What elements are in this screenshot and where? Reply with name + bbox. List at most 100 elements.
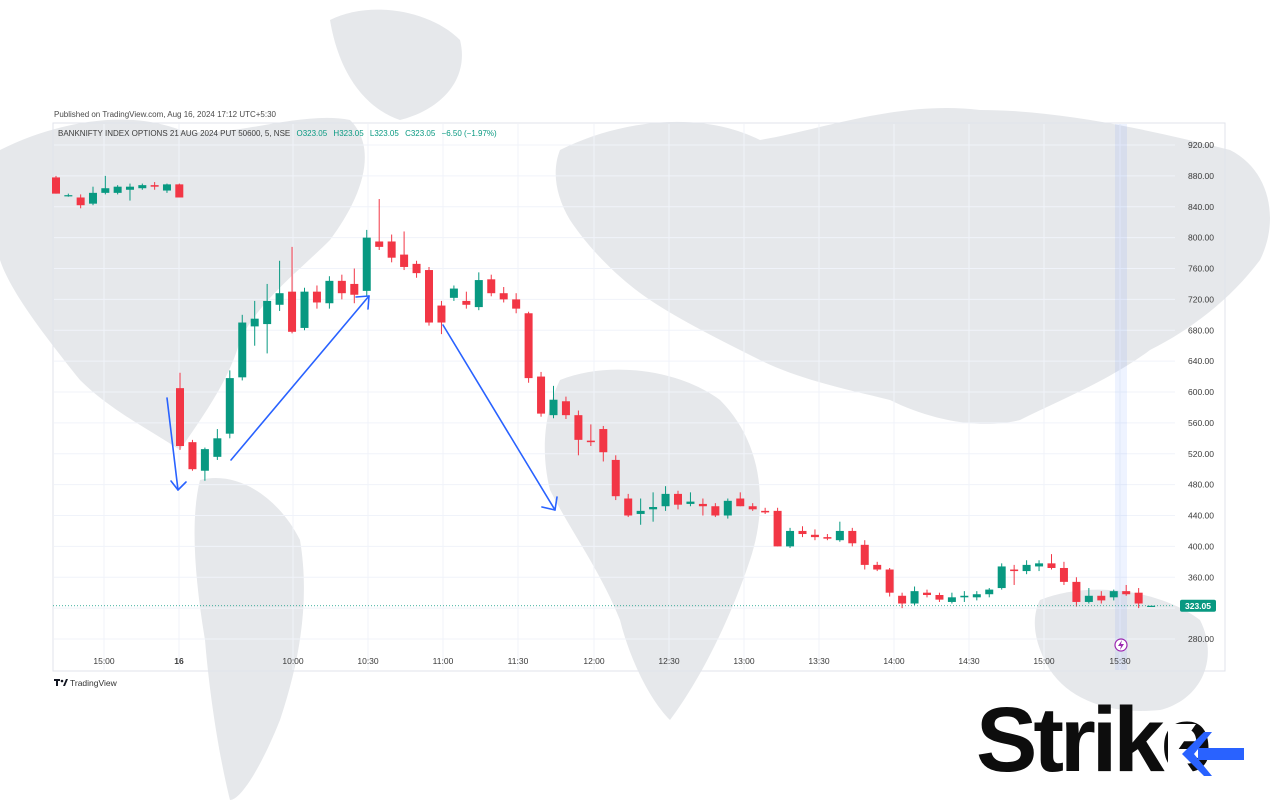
tradingview-label: TradingView	[70, 678, 118, 688]
x-tick-label: 10:30	[357, 656, 379, 666]
candle-body	[449, 288, 458, 298]
candle-body	[125, 186, 134, 190]
candle	[1072, 577, 1081, 607]
candle-body	[1084, 595, 1093, 602]
candle-body	[537, 376, 546, 414]
candle-body	[425, 270, 433, 323]
candle-body	[599, 429, 608, 453]
candle	[176, 372, 184, 450]
candle	[1022, 560, 1031, 575]
candle-body	[798, 530, 807, 535]
candle	[138, 183, 147, 190]
candle-body	[997, 566, 1006, 589]
x-tick-label: 15:00	[93, 656, 115, 666]
candle	[997, 563, 1006, 590]
candle-body	[1010, 569, 1019, 572]
tradingview-brand[interactable]: TradingView	[54, 678, 118, 688]
candle	[561, 396, 570, 420]
candle-body	[586, 440, 595, 443]
candle	[686, 492, 695, 507]
chart-frame	[52, 122, 1226, 672]
candle	[162, 183, 171, 193]
candle	[437, 300, 446, 335]
lightning-icon[interactable]	[1114, 638, 1128, 652]
candle	[524, 311, 533, 383]
candle-body	[810, 534, 819, 538]
candle-body	[88, 192, 97, 204]
candle-body	[176, 388, 184, 447]
x-tick-label: 11:00	[433, 656, 454, 666]
candle	[387, 234, 396, 263]
candle-body	[611, 459, 620, 497]
x-tick-label: 10:00	[282, 656, 304, 666]
candle	[537, 371, 546, 417]
candle-body	[350, 283, 359, 295]
candle-body	[337, 280, 346, 294]
candle	[125, 183, 134, 201]
candle	[748, 503, 757, 511]
candle	[848, 527, 857, 547]
candle-body	[674, 493, 682, 505]
candle-body	[736, 498, 745, 507]
candle-body	[288, 291, 297, 332]
candle	[773, 507, 782, 547]
candle-body	[113, 186, 122, 193]
y-tick-label: 920.00	[1188, 140, 1214, 150]
candle	[1059, 561, 1068, 585]
price-axis[interactable]: 920.00 880.00 840.00 800.00 760.00 720.00 680.…	[1188, 140, 1214, 644]
candle	[873, 561, 882, 572]
current-session-highlight	[1115, 124, 1127, 670]
x-tick-label: 13:30	[808, 656, 830, 666]
ohlc-open: O323.05	[296, 129, 327, 138]
y-tick-label: 800.00	[1188, 233, 1214, 243]
candle-body	[923, 592, 931, 596]
candle-body	[524, 313, 533, 379]
x-tick-label: 14:30	[958, 656, 980, 666]
time-axis[interactable]: 15:00 16 10:00 10:30 11:00 11:30 12:00 12:30 13:…	[93, 656, 1131, 666]
candle	[412, 260, 421, 278]
candle	[586, 424, 595, 447]
trend-arrows	[166, 295, 558, 511]
candle	[400, 231, 409, 271]
candle-body	[723, 500, 732, 516]
candle	[1147, 605, 1156, 607]
candle	[188, 439, 197, 471]
strike-logo: Strike	[976, 694, 1256, 786]
candle	[624, 493, 633, 518]
candle	[761, 507, 770, 514]
candle	[449, 285, 458, 301]
candle-body	[1147, 605, 1156, 607]
candle	[611, 455, 620, 501]
candle-body	[462, 300, 471, 305]
candle-body	[860, 544, 869, 565]
candle-body	[52, 177, 60, 194]
last-price-label: 323.05	[1185, 601, 1211, 611]
x-tick-label: 14:00	[883, 656, 905, 666]
candle-body	[835, 530, 844, 541]
candle	[499, 287, 508, 303]
candle-body	[64, 195, 73, 197]
candle	[88, 186, 97, 206]
candle	[275, 260, 284, 311]
candle	[175, 183, 184, 198]
x-tick-label: 15:30	[1109, 656, 1131, 666]
arrow-down-2	[442, 324, 558, 511]
candle-body	[661, 493, 670, 507]
candle	[350, 268, 359, 304]
candle-body	[960, 595, 969, 598]
candle	[947, 592, 956, 604]
candle-body	[387, 241, 396, 258]
candle-body	[947, 597, 956, 602]
candle	[474, 272, 483, 311]
candle	[512, 293, 521, 314]
ohlc-low: L323.05	[370, 129, 399, 138]
candle-body	[873, 564, 882, 570]
candle-body	[549, 399, 558, 416]
candle-body	[312, 291, 321, 303]
candle-body	[1134, 592, 1143, 604]
y-tick-label: 480.00	[1188, 480, 1214, 490]
candle	[736, 492, 745, 507]
candle	[711, 503, 720, 518]
ohlc-high: H323.05	[333, 129, 364, 138]
